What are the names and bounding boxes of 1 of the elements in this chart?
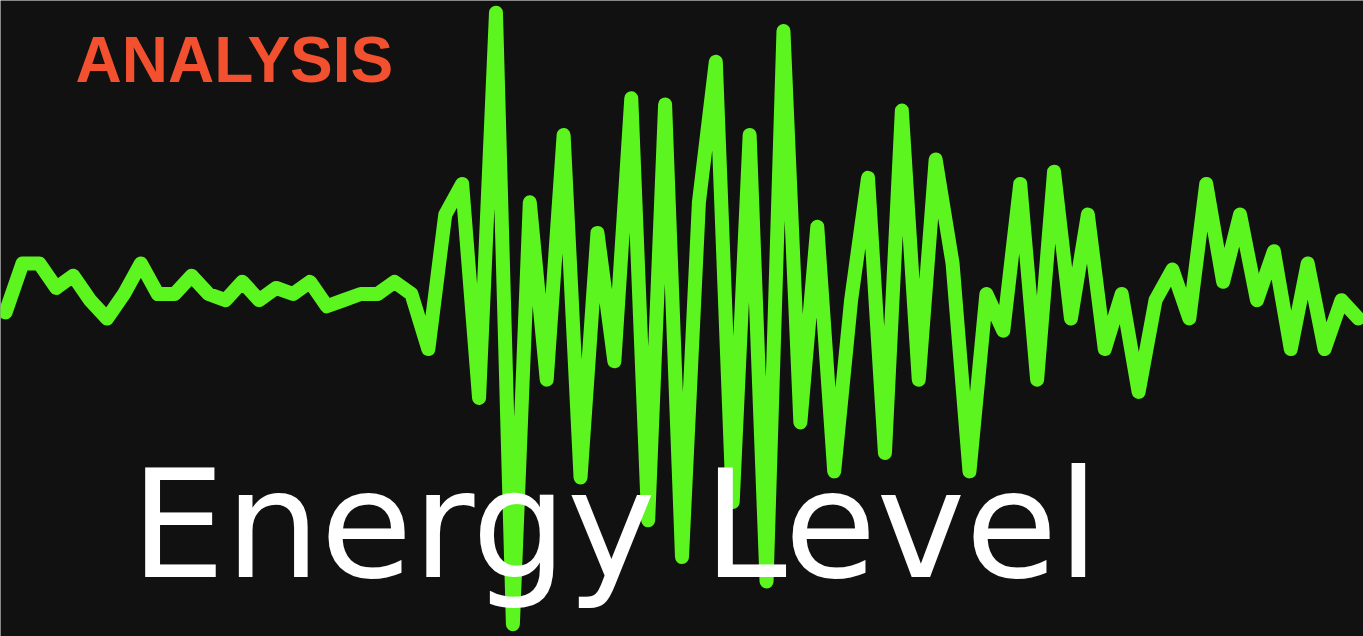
chart-title: ANALYSIS — [75, 23, 394, 96]
